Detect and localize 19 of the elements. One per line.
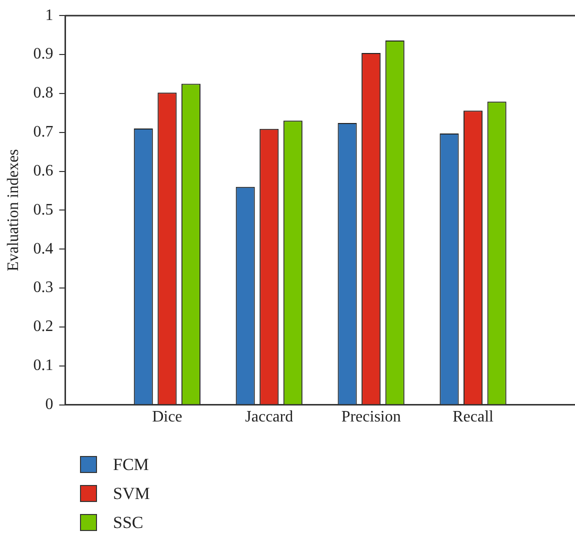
legend-label: FCM: [113, 454, 149, 474]
y-tick-label: 0.7: [33, 124, 54, 141]
y-tick-label: 0.8: [33, 84, 54, 102]
y-axis-title: Evaluation indexes: [4, 149, 22, 272]
y-tick-label: 0.9: [33, 46, 54, 63]
y-tick-label: 0: [45, 396, 54, 414]
legend-label: SSC: [113, 512, 144, 532]
y-tick-label: 1: [45, 6, 54, 24]
y-tick-label: 0.2: [33, 318, 54, 336]
y-tick-label: 0.4: [33, 240, 54, 258]
x-tick-label: Recall: [452, 408, 494, 426]
y-tick-label: 0.6: [33, 162, 54, 180]
x-tick-label: Jaccard: [245, 408, 294, 426]
legend-label: SVM: [113, 484, 150, 504]
x-tick-label: Precision: [341, 408, 401, 426]
y-tick-label: 0.3: [33, 279, 54, 296]
x-tick-label: Dice: [152, 408, 182, 426]
y-tick-label: 0.5: [33, 201, 54, 218]
y-tick-label: 0.1: [33, 357, 54, 374]
